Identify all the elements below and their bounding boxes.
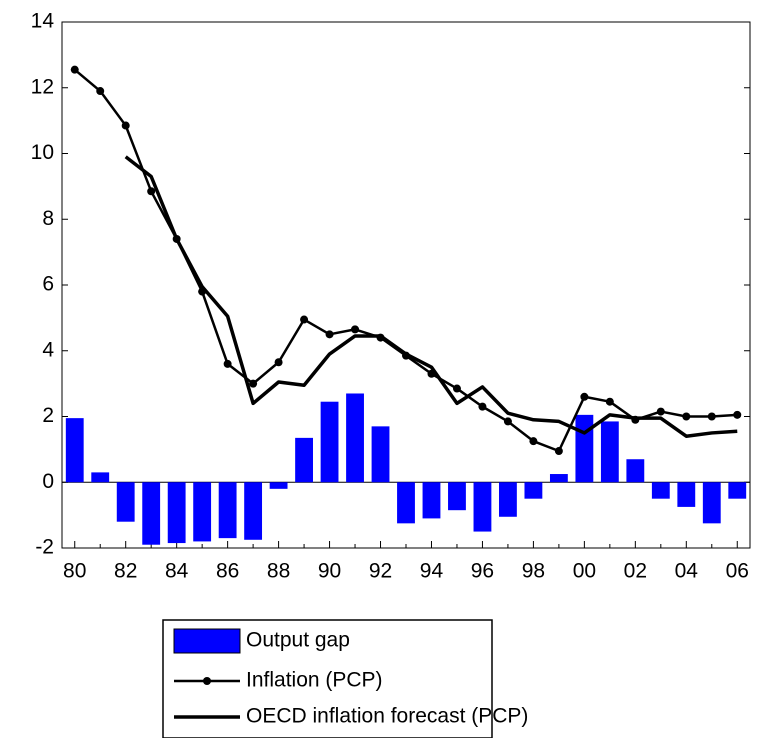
x-tick-label: 96 — [471, 560, 494, 583]
legend-label: OECD inflation forecast (PCP) — [246, 705, 528, 728]
y-tick-label: 6 — [42, 273, 54, 296]
point — [223, 359, 232, 368]
point — [707, 412, 716, 421]
point — [325, 330, 334, 339]
x-tick-label: 02 — [624, 560, 647, 583]
x-tick-label: 82 — [114, 560, 137, 583]
point — [147, 187, 156, 196]
bar — [244, 482, 263, 540]
point — [503, 417, 512, 426]
x-tick-label: 04 — [675, 560, 699, 583]
plot-frame — [61, 21, 751, 549]
y-tick-label: 14 — [31, 10, 55, 33]
bar — [193, 482, 212, 542]
bar — [422, 482, 441, 519]
point — [682, 412, 691, 421]
y-tick-label: 4 — [42, 338, 54, 361]
legend-marker — [203, 677, 211, 685]
bar — [320, 401, 339, 483]
bar — [218, 482, 237, 539]
y-tick-label: 0 — [42, 470, 54, 493]
bar — [499, 482, 517, 517]
x-tick-label: 84 — [165, 560, 189, 583]
x-tick-label: 90 — [318, 560, 341, 583]
bar — [91, 472, 110, 483]
point — [478, 402, 487, 411]
bar — [167, 482, 186, 544]
x-tick-label: 92 — [369, 560, 392, 583]
bar — [269, 482, 288, 489]
bar — [575, 414, 594, 483]
point — [656, 407, 665, 416]
point — [249, 379, 258, 388]
point — [529, 437, 538, 446]
bar — [702, 482, 721, 524]
point — [300, 315, 309, 324]
bar — [346, 393, 364, 483]
bar — [549, 474, 568, 483]
x-tick-label: 88 — [267, 560, 290, 583]
line — [73, 68, 738, 453]
point — [554, 447, 563, 456]
point — [70, 65, 79, 74]
point — [121, 121, 130, 130]
bar — [626, 459, 645, 483]
point — [274, 358, 283, 367]
point — [580, 392, 589, 401]
bar — [142, 482, 161, 545]
x-tick-label: 94 — [420, 560, 444, 583]
bar — [397, 482, 415, 524]
bar — [677, 482, 696, 507]
y-tick-label: 2 — [42, 404, 54, 427]
bar — [295, 437, 313, 483]
y-tick-label: -2 — [35, 536, 54, 559]
line — [124, 155, 738, 438]
legend-label: Output gap — [246, 629, 350, 652]
point — [605, 397, 614, 406]
point — [351, 325, 360, 334]
point — [96, 87, 105, 96]
point — [452, 384, 461, 393]
bar — [651, 482, 670, 499]
x-tick-label: 98 — [522, 560, 545, 583]
bar — [524, 482, 543, 499]
x-tick-label: 80 — [63, 560, 86, 583]
point — [733, 410, 742, 419]
legend-label: Inflation (PCP) — [246, 669, 383, 692]
bar — [65, 418, 84, 483]
x-tick-label: 06 — [726, 560, 749, 583]
bar — [600, 421, 619, 483]
x-tick-label: 00 — [573, 560, 596, 583]
bar — [116, 482, 135, 522]
bar — [728, 482, 747, 499]
y-tick-label: 8 — [42, 207, 54, 230]
legend-swatch — [173, 628, 241, 654]
bar — [371, 426, 390, 483]
bar — [448, 482, 466, 511]
bar — [473, 482, 492, 532]
x-tick-label: 86 — [216, 560, 239, 583]
y-tick-label: 10 — [31, 141, 54, 164]
y-tick-label: 12 — [31, 75, 54, 98]
